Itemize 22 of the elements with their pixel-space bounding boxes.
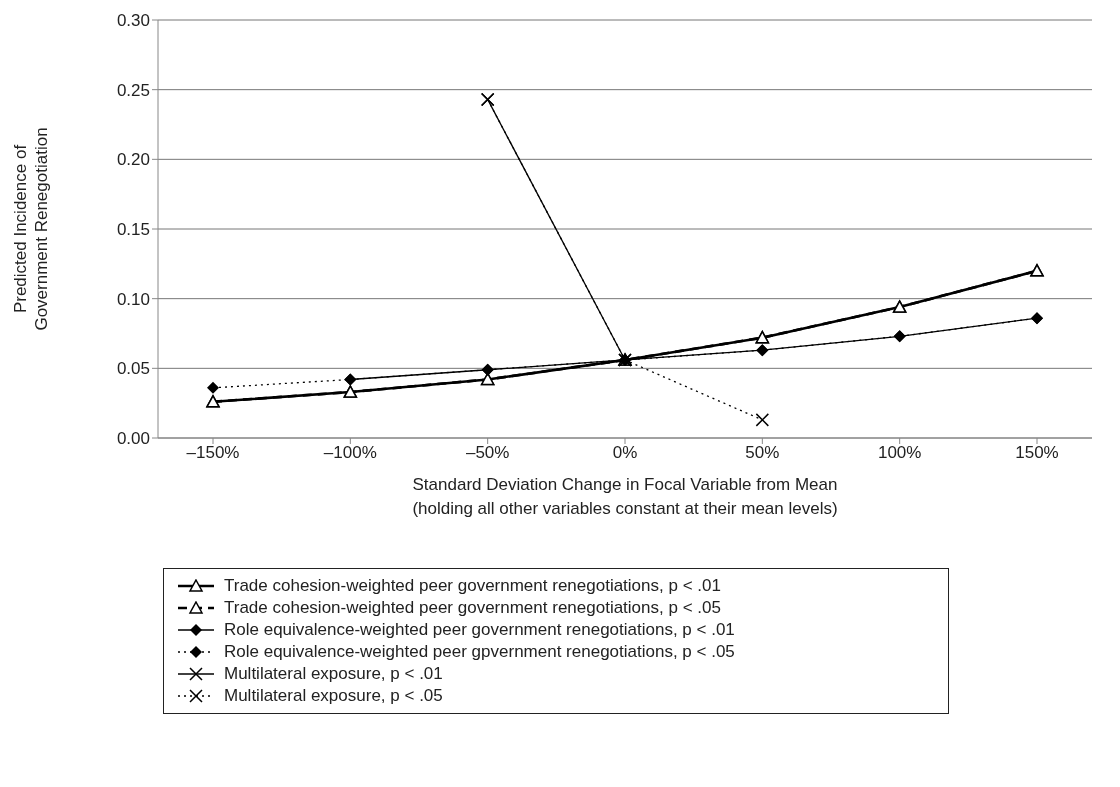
x-tick-label: 100% bbox=[877, 443, 922, 463]
legend-label: Trade cohesion-weighted peer government renegotiations, p < .05 bbox=[224, 598, 721, 618]
x-tick-label: 150% bbox=[1015, 443, 1059, 463]
legend-label: Trade cohesion-weighted peer government renegotiations, p < .01 bbox=[224, 576, 721, 596]
x-tick-label: –150% bbox=[186, 443, 240, 463]
y-tick-label: 0.00 bbox=[116, 429, 150, 449]
legend-label: Multilateral exposure, p < .05 bbox=[224, 686, 443, 706]
y-axis-title: Predicted Incidence of Government Renegotiation bbox=[11, 127, 51, 331]
x-tick-label: 50% bbox=[745, 443, 780, 463]
legend-label: Role equivalence-weighted peer gpvernment renegotiations, p < .05 bbox=[224, 642, 735, 662]
y-tick-label: 0.05 bbox=[116, 359, 150, 379]
y-tick-label: 0.20 bbox=[116, 150, 150, 170]
y-tick-label: 0.15 bbox=[116, 220, 150, 240]
legend-label: Multilateral exposure, p < .01 bbox=[224, 664, 443, 684]
y-tick-label: 0.25 bbox=[116, 80, 150, 100]
x-tick-label: –100% bbox=[323, 443, 377, 463]
x-axis-title: Standard Deviation Change in Focal Variable from Mean (holding all other variables constant at their mean levels) bbox=[412, 475, 838, 518]
y-tick-label: 0.10 bbox=[116, 289, 150, 309]
y-tick-label: 0.30 bbox=[116, 11, 150, 31]
legend-label: Role equivalence-weighted peer government renegotiations, p < .01 bbox=[224, 620, 735, 640]
x-tick-label: –50% bbox=[465, 443, 510, 463]
x-tick-label: 0% bbox=[612, 443, 638, 463]
